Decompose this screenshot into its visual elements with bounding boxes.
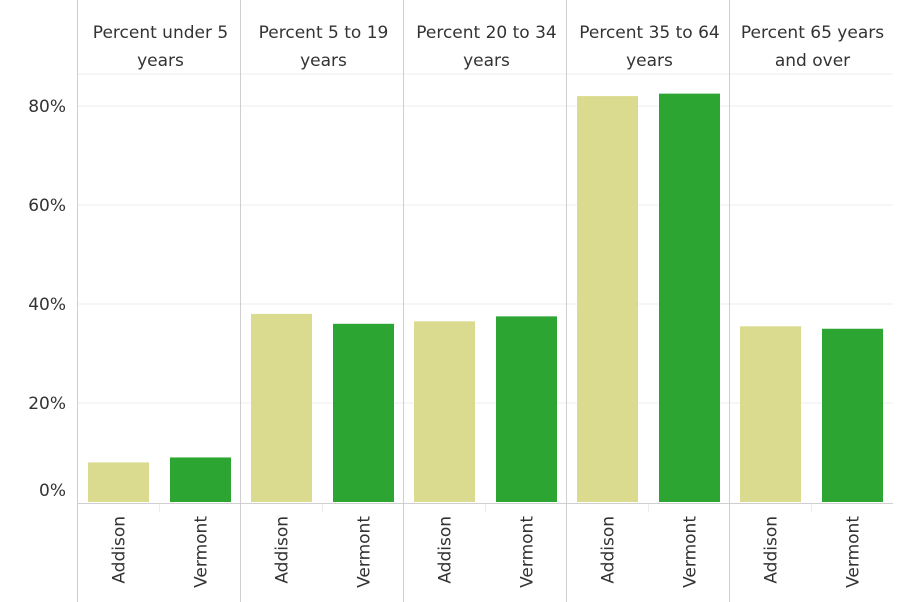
category-label: Addison (599, 516, 619, 584)
bar-addison[interactable] (251, 313, 312, 502)
category-label: Vermont (192, 516, 212, 588)
panel-title: years (300, 51, 347, 71)
bar-vermont[interactable] (659, 93, 720, 502)
panel-title: Percent 35 to 64 (579, 23, 720, 43)
category-label: Vermont (355, 516, 375, 588)
panel-title: Percent under 5 (93, 23, 228, 43)
panel-title: years (626, 51, 673, 71)
bar-vermont[interactable] (496, 316, 557, 502)
panel-title: Percent 20 to 34 (416, 23, 557, 43)
bar-vermont[interactable] (170, 457, 231, 502)
panel-3: Percent 20 to 34 years Addison Vermont (414, 23, 557, 588)
y-tick-label: 20% (28, 394, 66, 414)
panel-title: Percent 65 years (741, 23, 884, 43)
panel-title: Percent 5 to 19 (259, 23, 389, 43)
category-label: Addison (762, 516, 782, 584)
category-label: Vermont (844, 516, 864, 588)
bar-addison[interactable] (414, 321, 475, 502)
panel-1: Percent under 5 years Addison Vermont (88, 23, 231, 588)
panel-title: years (137, 51, 184, 71)
bar-vermont[interactable] (822, 328, 883, 502)
panel-5: Percent 65 years and over Addison Vermont (740, 23, 884, 588)
panel-title: years (463, 51, 510, 71)
bar-addison[interactable] (88, 462, 149, 502)
category-label: Addison (436, 516, 456, 584)
panel-2: Percent 5 to 19 years Addison Vermont (251, 23, 394, 588)
category-label: Vermont (518, 516, 538, 588)
category-label: Addison (110, 516, 130, 584)
bar-addison[interactable] (577, 96, 638, 502)
panel-4: Percent 35 to 64 years Addison Vermont (577, 23, 720, 588)
y-tick-label: 0% (39, 481, 66, 501)
category-label: Vermont (681, 516, 701, 588)
y-tick-label: 60% (28, 196, 66, 216)
category-label: Addison (273, 516, 293, 584)
y-tick-label: 80% (28, 97, 66, 117)
panel-title: and over (775, 51, 850, 71)
bar-vermont[interactable] (333, 323, 394, 502)
bar-addison[interactable] (740, 326, 801, 502)
y-tick-label: 40% (28, 295, 66, 315)
